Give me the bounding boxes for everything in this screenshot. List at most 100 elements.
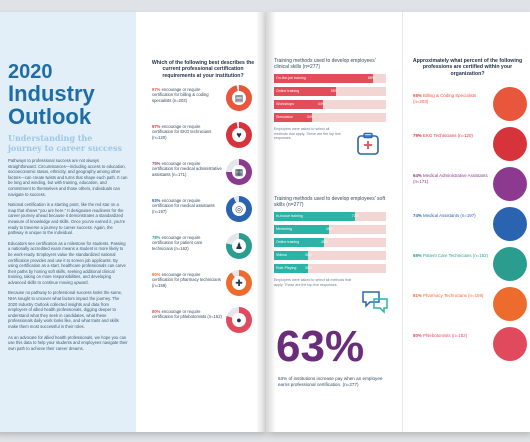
certification-description: encourage or require certification for p…	[152, 235, 203, 251]
profession-percent: 74%	[413, 213, 422, 219]
bar-value: 55%	[330, 89, 338, 93]
bar-track	[274, 264, 386, 273]
training-column: Training methods used to develop employe…	[268, 12, 394, 432]
soft-bar-list: In-house training 72% Mentoring 49% Online t…	[274, 212, 392, 275]
right-page: Training methods used to develop employe…	[266, 12, 530, 432]
bar-fill	[274, 225, 329, 234]
profession-row: 74% Medical Assistants (n=197)	[409, 205, 527, 245]
certification-text: 93% encourage or require certification f…	[152, 198, 222, 214]
profession-text: 80% Phlebotomists (n=152)	[413, 333, 491, 339]
certification-percent: 93%	[152, 198, 161, 204]
certification-description: encourage or require certification for b…	[152, 87, 209, 103]
intro-paragraph: National certification is a starting poi…	[8, 202, 126, 236]
certification-text: 78% encourage or require certification f…	[152, 235, 222, 251]
bar-label: Videos	[276, 253, 287, 257]
soft-bar-row: Videos 30%	[274, 251, 392, 262]
certification-percent: 97%	[152, 87, 161, 93]
pay-increase-percent: 63%	[276, 322, 365, 371]
bar-fill	[274, 113, 312, 122]
bar-value: 30%	[304, 266, 312, 270]
clinical-bar-row: Online training 55%	[274, 87, 390, 98]
certification-row: 80% encourage or require certification f…	[146, 307, 260, 344]
certification-donut	[226, 233, 252, 260]
bar-track	[274, 251, 386, 260]
profession-row: 81% Pharmacy Technicians (n=159)	[409, 285, 527, 325]
bar-track	[274, 238, 386, 247]
intro-paragraph: As an advocate for allied health profess…	[8, 334, 128, 351]
certification-donut	[226, 159, 252, 186]
profession-percent: 80%	[413, 333, 422, 339]
clipboard-icon: ▦	[234, 167, 244, 178]
profession-percent: 79%	[413, 133, 422, 139]
blood-drop-icon: ●	[236, 315, 242, 326]
bar-label: Online training	[276, 240, 300, 244]
profession-text: 81% Pharmacy Technicians (n=159)	[413, 293, 491, 299]
profession-percent: 81%	[413, 293, 422, 299]
bar-value: 49%	[325, 227, 333, 231]
profession-circle	[493, 327, 527, 362]
profession-text: 64% Medical Administrative Assistants (n…	[413, 173, 491, 184]
report-subtitle: Understanding the journey to career succ…	[8, 133, 123, 153]
certification-percent: 78%	[152, 235, 161, 241]
soft-bar-row: Role-Playing 30%	[274, 264, 392, 275]
bar-value: 88%	[367, 76, 375, 80]
certification-donut	[226, 85, 252, 112]
bar-label: Role-Playing	[276, 266, 297, 270]
profession-row: 68% Patient Care Technicians (n=162)	[409, 245, 527, 285]
profession-row: 64% Medical Administrative Assistants (n…	[409, 165, 527, 205]
intro-paragraph: Because no pathway to professional succe…	[8, 290, 123, 330]
profession-row: 80% Phlebotomists (n=152)	[409, 325, 527, 365]
bar-fill	[274, 74, 373, 83]
pill-icon: ✚	[235, 278, 243, 289]
profession-circle	[493, 167, 527, 202]
professions-heading: Approximately what percent of the follow…	[412, 58, 523, 77]
report-year: 2020	[8, 61, 53, 83]
profession-circle	[493, 127, 527, 162]
certification-row: 97% encourage or require certification f…	[146, 85, 260, 122]
profession-label: Patient Care Technicians (n=162)	[423, 253, 488, 259]
bar-label: Workshops	[276, 102, 294, 106]
bar-label: Simulation	[276, 115, 293, 119]
certification-text: 97% encourage or require certification f…	[152, 124, 222, 140]
bar-fill	[274, 251, 308, 260]
bar-label: In-house training	[276, 214, 303, 218]
pay-increase-text: 63% of institutions increase pay when an…	[278, 376, 383, 387]
profession-text: 68% Billing & Coding Specialists (n=203)	[413, 93, 491, 104]
certification-column: Which of the following best describes th…	[140, 12, 264, 432]
report-title-line1: Industry	[8, 81, 95, 106]
clinical-bar-row: On-the-job training 88%	[274, 74, 390, 85]
clinical-skills-chart: Training methods used to develop employe…	[274, 58, 390, 141]
bar-label: On-the-job training	[276, 76, 306, 80]
profession-percent: 64%	[413, 173, 422, 179]
professions-column: Approximately what percent of the follow…	[402, 12, 530, 432]
certification-text: 90% encourage or require certification f…	[152, 272, 222, 288]
certification-percent: 75%	[152, 161, 161, 167]
bar-value: 34%	[306, 115, 314, 119]
certification-row: 90% encourage or require certification f…	[146, 270, 260, 307]
certification-description: encourage or require certification for E…	[152, 124, 212, 140]
intro-paragraph: Pathways to professional success are not…	[8, 158, 128, 197]
profession-label: Medical Administrative Assistants (n=171…	[413, 173, 488, 184]
bar-value: 30%	[304, 253, 312, 257]
bar-value: 44%	[317, 102, 325, 106]
bar-track	[274, 100, 386, 109]
profession-label: EKG Technicians (n=120)	[423, 133, 473, 139]
clinical-chart-heading: Training methods used to develop employe…	[274, 58, 376, 70]
certification-text: 75% encourage or require certification f…	[152, 161, 222, 177]
soft-chart-note: Employers were asked to select all metho…	[274, 278, 352, 287]
bar-label: Online training	[276, 89, 300, 93]
bar-label: Mentoring	[276, 227, 292, 231]
certification-text: 80% encourage or require certification f…	[152, 309, 222, 319]
stethoscope-icon: ◎	[235, 204, 243, 215]
profession-label: Phlebotomists (n=152)	[423, 333, 468, 339]
profession-circle	[493, 247, 527, 282]
clinical-bar-row: Simulation 34%	[274, 113, 390, 124]
intro-paragraph: Educators see certification as a milesto…	[8, 240, 126, 285]
certification-row: 78% encourage or require certification f…	[146, 233, 260, 270]
certification-description: encourage or require certification for m…	[152, 161, 222, 177]
certification-heading: Which of the following best describes th…	[151, 60, 255, 79]
profession-circle	[493, 207, 527, 242]
bar-fill	[274, 212, 355, 221]
certification-row: 97% encourage or require certification f…	[146, 122, 260, 159]
